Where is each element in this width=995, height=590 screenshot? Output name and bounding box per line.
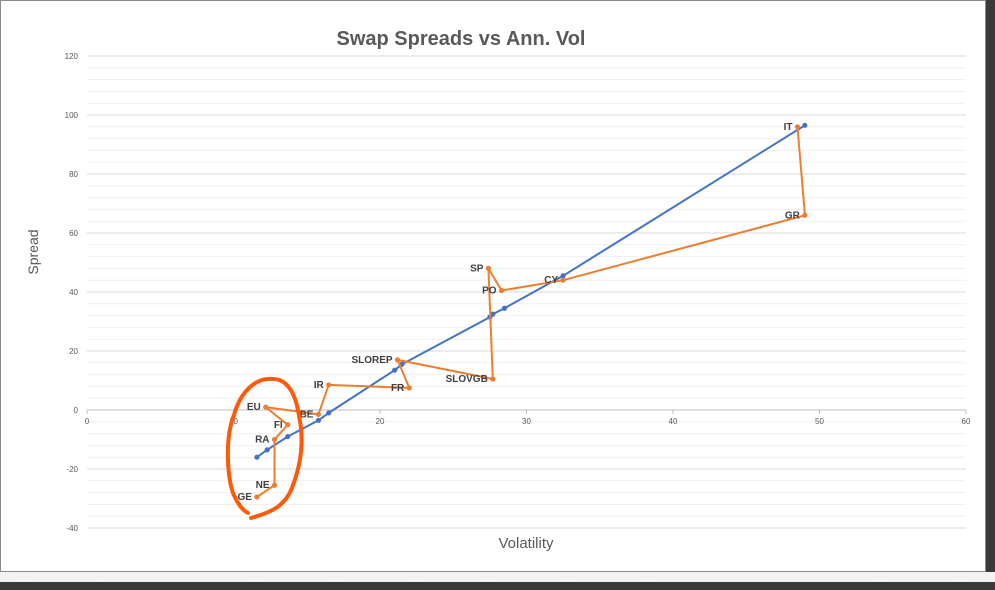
data-point bbox=[254, 454, 260, 460]
y-axis-title: Spread bbox=[25, 229, 41, 274]
data-label: IT bbox=[784, 122, 793, 133]
data-point bbox=[271, 482, 278, 488]
data-point bbox=[802, 122, 808, 128]
series-line bbox=[256, 124, 806, 459]
data-point bbox=[406, 385, 412, 391]
y-tick-label: 0 bbox=[74, 406, 79, 415]
footer-number: 0.8 bbox=[640, 582, 654, 585]
data-point bbox=[501, 305, 508, 311]
x-tick-label: 0 bbox=[85, 417, 90, 426]
y-tick-label: -20 bbox=[66, 465, 78, 474]
data-label: FI bbox=[274, 420, 283, 431]
x-tick-label: 60 bbox=[962, 417, 971, 426]
y-tick-label: 120 bbox=[65, 52, 79, 61]
x-tick-label: 40 bbox=[669, 417, 678, 426]
footer-numbers: 0.7 0.1 1.1 0.6 0.5 0.0 0.8 0.8 0.8 1.1 1.9 2.0 2.3 bbox=[15, 582, 967, 590]
footer-number: 0.6 bbox=[250, 582, 264, 585]
data-point bbox=[254, 494, 260, 500]
data-point bbox=[392, 367, 398, 373]
footer-number: 0.1 bbox=[93, 582, 107, 585]
data-point bbox=[490, 376, 496, 382]
footer-number: 0.8 bbox=[484, 582, 498, 585]
data-point bbox=[285, 433, 291, 440]
point-labels: IT GR CY PO SP SLOVGB SLOREP FR IR BE EU FI RA NE GE bbox=[237, 122, 800, 503]
footer-strip: 0.7 0.1 1.1 0.6 0.5 0.0 0.8 0.8 0.8 1.1 1.9 2.0 2.3 bbox=[0, 572, 995, 590]
data-point bbox=[794, 124, 801, 130]
x-axis-title: Volatility bbox=[498, 535, 554, 552]
data-label: IR bbox=[314, 380, 325, 391]
footer-number: 0.7 bbox=[15, 582, 29, 585]
y-tick-label: 100 bbox=[65, 111, 79, 120]
data-label: FR bbox=[391, 383, 405, 394]
y-tick-label: 20 bbox=[69, 347, 78, 356]
data-point bbox=[498, 287, 505, 294]
footer-number: 0.0 bbox=[406, 582, 420, 585]
data-point bbox=[315, 417, 322, 423]
footer-number: 0.8 bbox=[562, 582, 576, 585]
x-tick-label: 30 bbox=[522, 417, 531, 426]
data-label: RA bbox=[255, 435, 269, 446]
chart-title: Swap Spreads vs Ann. Vol bbox=[337, 28, 586, 50]
footer-number: 1.1 bbox=[171, 582, 185, 585]
y-tick-label: -40 bbox=[66, 524, 78, 533]
data-point bbox=[326, 382, 332, 388]
y-tick-label: 40 bbox=[69, 288, 78, 297]
chart-frame: Swap Spreads vs Ann. Vol -40 -20 0 20 40 60 80… bbox=[0, 0, 986, 572]
scatter-chart: Swap Spreads vs Ann. Vol -40 -20 0 20 40 60 80… bbox=[25, 28, 971, 552]
data-label: SLOREP bbox=[351, 355, 392, 366]
data-label: NE bbox=[256, 480, 270, 491]
data-label: GR bbox=[785, 210, 801, 221]
data-point bbox=[560, 273, 566, 279]
data-point bbox=[263, 404, 269, 410]
series-line bbox=[256, 126, 806, 498]
data-label: CY bbox=[544, 275, 558, 286]
data-point bbox=[264, 447, 270, 453]
footer-number: 2.0 bbox=[875, 582, 889, 585]
data-point bbox=[271, 436, 278, 443]
data-label: EU bbox=[247, 402, 261, 413]
footer-number: 0.5 bbox=[328, 582, 342, 585]
data-label: GE bbox=[237, 492, 252, 503]
y-tick-label: 80 bbox=[69, 170, 78, 179]
gridlines bbox=[87, 55, 966, 529]
footer-number: 1.9 bbox=[797, 582, 811, 585]
data-label: BE bbox=[300, 409, 314, 420]
data-point bbox=[560, 277, 566, 283]
footer-number: 1.1 bbox=[719, 582, 733, 585]
data-point bbox=[485, 265, 492, 271]
data-point bbox=[394, 357, 401, 363]
x-tick-label: 50 bbox=[815, 417, 824, 426]
data-label: SP bbox=[470, 263, 484, 274]
series-layer bbox=[254, 122, 808, 500]
x-tick-label: 20 bbox=[376, 417, 385, 426]
data-point bbox=[315, 411, 322, 418]
highlight-circle-annotation bbox=[225, 376, 304, 520]
data-point bbox=[326, 410, 332, 416]
data-point bbox=[285, 422, 291, 428]
y-tick-label: 60 bbox=[69, 229, 78, 238]
data-label: SLOVGB bbox=[446, 374, 488, 385]
data-label: PO bbox=[482, 286, 497, 297]
footer-number: 2.3 bbox=[953, 582, 967, 585]
data-point bbox=[802, 212, 808, 218]
